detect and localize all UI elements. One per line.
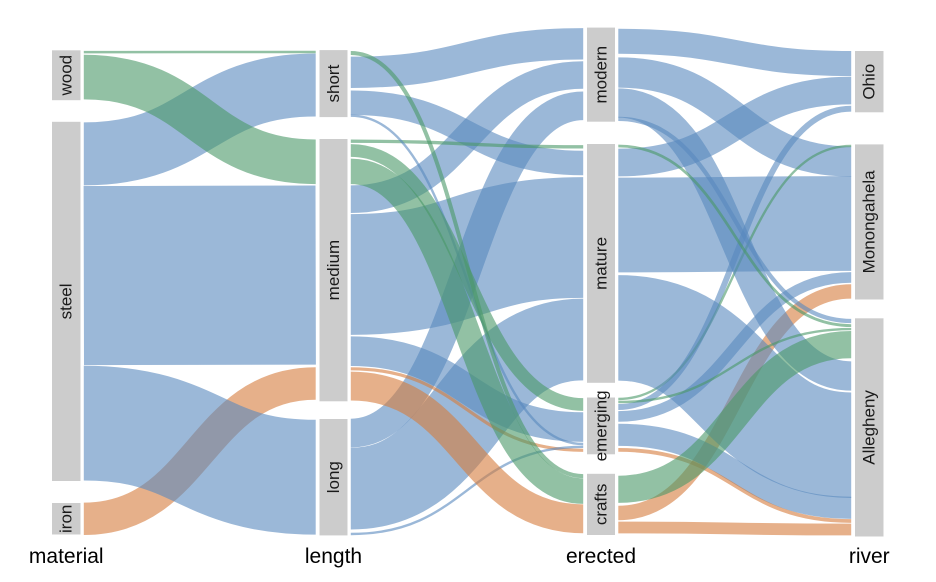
svg-text:short: short xyxy=(324,64,343,102)
svg-text:crafts: crafts xyxy=(592,484,611,526)
svg-text:erected: erected xyxy=(566,545,636,568)
svg-text:emerging: emerging xyxy=(592,390,611,461)
svg-text:iron: iron xyxy=(57,505,76,533)
svg-text:long: long xyxy=(324,461,343,493)
svg-text:medium: medium xyxy=(324,240,343,300)
svg-text:material: material xyxy=(29,545,104,568)
svg-text:Allegheny: Allegheny xyxy=(860,390,879,465)
svg-text:wood: wood xyxy=(57,55,76,97)
svg-text:mature: mature xyxy=(592,237,611,290)
svg-text:length: length xyxy=(305,545,362,568)
svg-text:Monongahela: Monongahela xyxy=(860,170,879,274)
svg-text:Ohio: Ohio xyxy=(860,64,879,100)
svg-text:modern: modern xyxy=(592,46,611,104)
svg-text:steel: steel xyxy=(57,283,76,319)
svg-text:river: river xyxy=(849,545,890,568)
